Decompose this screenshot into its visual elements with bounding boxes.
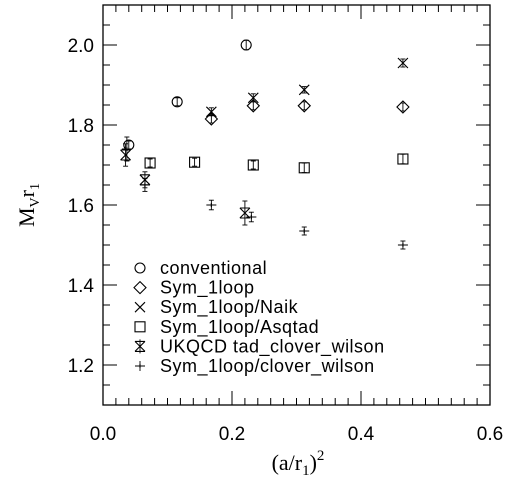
legend-item: Sym_1loop/clover_wilson xyxy=(135,356,375,377)
square-marker xyxy=(247,159,259,171)
legend-item: Sym_1loop/Naik xyxy=(134,297,299,318)
x-marker xyxy=(397,57,409,69)
squarex-marker xyxy=(239,207,251,219)
legend-item: conventional xyxy=(134,258,267,278)
series-0 xyxy=(123,39,252,151)
data-point xyxy=(171,96,183,108)
square-marker xyxy=(144,157,156,169)
legend-label: Sym_1loop/Asqtad xyxy=(160,317,319,338)
circle-marker xyxy=(240,39,252,51)
plus-marker xyxy=(121,147,132,151)
data-marks xyxy=(120,39,410,250)
legend-item: Sym_1loop/Asqtad xyxy=(134,317,319,338)
plus-marker xyxy=(206,203,217,207)
square-marker xyxy=(189,156,201,168)
data-point xyxy=(397,240,408,250)
data-point xyxy=(240,39,252,51)
y-tick-label: 1.6 xyxy=(68,196,94,217)
data-point xyxy=(396,100,410,114)
plus-marker xyxy=(397,243,408,247)
legend-item: UKQCD tad_clover_wilson xyxy=(134,336,385,357)
data-point xyxy=(299,226,310,236)
legend-label: Sym_1loop/clover_wilson xyxy=(160,356,375,377)
x-tick-label: 0.4 xyxy=(348,424,375,445)
series-2 xyxy=(205,57,409,118)
data-point xyxy=(139,178,150,192)
diamond-marker xyxy=(297,99,312,113)
data-point xyxy=(206,199,217,211)
data-point xyxy=(121,136,132,162)
data-point xyxy=(144,157,156,169)
axes: 0.0 0.2 0.4 0.6 1.2 1.4 1.6 1.8 2.0 xyxy=(68,4,503,445)
data-point xyxy=(247,92,259,104)
data-point xyxy=(205,106,217,118)
data-point xyxy=(246,211,257,223)
data-point xyxy=(239,200,251,226)
x-marker xyxy=(205,106,217,118)
plus-marker xyxy=(139,183,150,187)
data-point xyxy=(397,153,409,165)
square-marker xyxy=(298,162,310,174)
legend-label: conventional xyxy=(160,258,267,278)
data-point xyxy=(297,99,312,113)
squarex-marker xyxy=(120,149,131,161)
series-1 xyxy=(204,99,410,126)
circle-marker xyxy=(171,96,183,108)
y-tick-label: 1.8 xyxy=(68,116,94,137)
legend-label: UKQCD tad_clover_wilson xyxy=(160,336,385,357)
legend: conventionalSym_1loopSym_1loop/NaikSym_1… xyxy=(133,258,385,377)
legend-label: Sym_1loop/Naik xyxy=(160,297,299,318)
data-point xyxy=(397,57,409,69)
data-point xyxy=(189,156,201,168)
x-marker xyxy=(298,84,310,96)
x-marker xyxy=(134,301,146,313)
series-4 xyxy=(120,143,251,226)
diamond-marker xyxy=(204,112,219,126)
legend-label: Sym_1loop xyxy=(160,278,255,299)
square-marker xyxy=(397,153,409,165)
plus-marker xyxy=(246,215,257,219)
diamond-marker xyxy=(396,100,410,114)
plus-marker xyxy=(299,229,310,233)
x-marker xyxy=(247,92,259,104)
y-axis-title: MVr1 xyxy=(14,183,43,227)
x-tick-label: 0.2 xyxy=(219,424,245,445)
circle-marker xyxy=(134,262,146,274)
diamond-marker xyxy=(246,99,261,113)
x-tick-label: 0.0 xyxy=(90,424,116,445)
data-point xyxy=(298,84,310,96)
x-axis-title: (a/r1)2 xyxy=(272,448,325,479)
series-3 xyxy=(144,153,409,174)
series-5 xyxy=(121,136,408,250)
y-tick-label: 2.0 xyxy=(68,36,94,57)
legend-item: Sym_1loop xyxy=(133,278,255,299)
x-tick-label: 0.6 xyxy=(477,424,503,445)
data-point xyxy=(298,162,310,174)
y-tick-label: 1.2 xyxy=(68,356,94,377)
square-marker xyxy=(134,321,146,333)
y-tick-label: 1.4 xyxy=(68,276,95,297)
diamond-marker xyxy=(133,280,147,295)
data-point xyxy=(247,159,259,171)
